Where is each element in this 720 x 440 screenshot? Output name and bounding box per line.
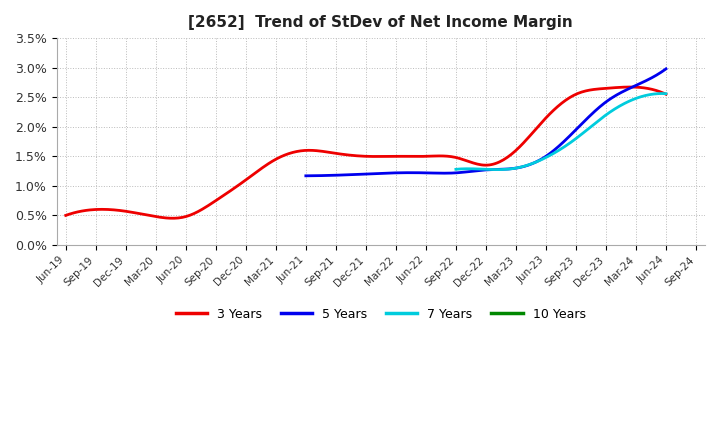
Title: [2652]  Trend of StDev of Net Income Margin: [2652] Trend of StDev of Net Income Marg…: [189, 15, 573, 30]
Legend: 3 Years, 5 Years, 7 Years, 10 Years: 3 Years, 5 Years, 7 Years, 10 Years: [171, 303, 590, 326]
